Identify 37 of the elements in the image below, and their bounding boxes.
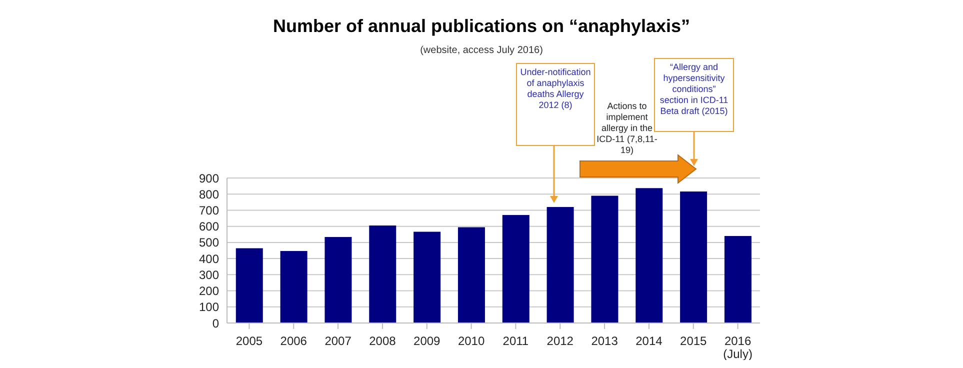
bar (280, 250, 308, 323)
x-tick-label: 2006 (280, 334, 308, 348)
x-tick-label: 2015 (680, 334, 708, 348)
bar (414, 232, 441, 323)
y-tick-label: 300 (198, 268, 220, 282)
bar (236, 248, 263, 323)
bar (458, 227, 485, 323)
chart-subtitle: (website, access July 2016) (419, 45, 544, 56)
y-tick-label: 0 (212, 316, 220, 330)
x-tick-label: 2005 (236, 334, 263, 348)
x-tick-label: 2012 (546, 334, 574, 348)
x-tick-label: 2013 (591, 334, 618, 348)
y-tick-label: 500 (198, 236, 220, 250)
bar (591, 196, 618, 323)
text: “Allergy and hypersensitivity conditions” section in ICD-11 Beta draft (2015) (654, 58, 734, 132)
y-tick-label: 200 (198, 284, 220, 298)
bar (324, 236, 352, 323)
y-tick-label: 700 (198, 203, 220, 218)
x-tick-label: 2009 (414, 334, 441, 348)
bar (546, 207, 574, 323)
y-tick-label: 800 (198, 187, 220, 202)
bar (636, 188, 663, 323)
x-tick-label: 2010 (458, 334, 485, 348)
y-tick-label: 900 (198, 171, 220, 186)
bar (369, 226, 396, 323)
x-tick-label: 2007 (324, 334, 352, 348)
x-tick-label: 2008 (369, 334, 396, 348)
x-tick-label: 2011 (502, 334, 529, 348)
y-tick-label: 400 (198, 252, 220, 266)
bar (724, 236, 752, 323)
chart-title: Number of annual publications on “anaphylaxis” (272, 16, 692, 37)
bar (502, 215, 530, 323)
y-tick-label: 100 (198, 300, 220, 314)
x-tick-label: 2014 (636, 334, 663, 348)
bar (680, 192, 708, 323)
text: Under-notification of anaphylaxis deaths Allergy 2012 (8) (516, 63, 595, 146)
y-tick-label: 600 (198, 220, 220, 234)
